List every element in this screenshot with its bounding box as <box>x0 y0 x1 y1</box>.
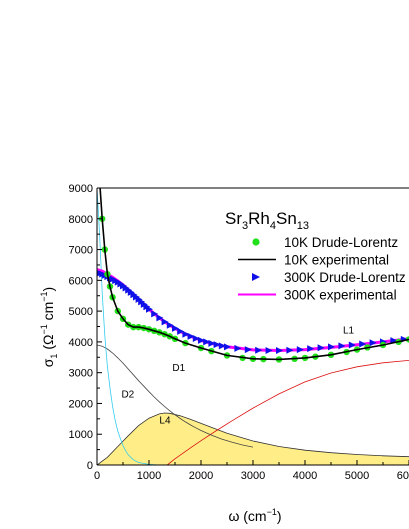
x-tick-label: 5000 <box>345 470 369 482</box>
series-300k-drude-lorentz-point <box>328 343 335 351</box>
series-300k-drude-lorentz-point <box>348 341 356 349</box>
y-tick-label: 6000 <box>69 275 93 287</box>
series-300k-drude-lorentz-point <box>198 336 205 344</box>
series-d1-line <box>97 344 254 448</box>
series-10k-experimental-line <box>99 188 409 361</box>
y-axis-title: σ1 (Ω−1 cm−1) <box>39 287 59 367</box>
series-300k-drude-lorentz-point <box>338 342 346 350</box>
series-300k-drude-lorentz-point <box>203 338 211 346</box>
x-tick-label: 1000 <box>137 470 161 482</box>
svg-text:σ1 (Ω−1 cm−1): σ1 (Ω−1 cm−1) <box>39 287 59 367</box>
x-tick-label: 0 <box>94 470 100 482</box>
series-l1-line <box>166 360 409 466</box>
legend: 10K Drude-Lorentz 10K experimental 300K Dr… <box>238 235 406 303</box>
legend-entry-10k-experimental: 10K experimental <box>238 253 389 268</box>
series-300k-drude-lorentz-point <box>192 335 200 343</box>
series-300k-drude-lorentz-point <box>177 327 185 335</box>
curve-label-l4: L4 <box>159 415 171 426</box>
x-axis-title: ω (cm−1) <box>228 507 281 524</box>
series-300k-drude-lorentz-point <box>172 324 179 332</box>
y-tick-label: 4000 <box>69 337 93 349</box>
y-tick-label: 3000 <box>69 368 93 380</box>
curves-layer <box>97 188 409 466</box>
curve-label-d1: D1 <box>172 363 185 374</box>
series-300k-drude-lorentz-point <box>265 347 273 355</box>
chart-title: Sr3Rh4Sn13 <box>225 209 309 232</box>
series-l4-fill <box>97 413 409 465</box>
series-300k-drude-lorentz-point <box>317 344 325 352</box>
series-300k-drude-lorentz-point <box>369 339 377 347</box>
x-tick-label: 6000 <box>397 470 409 482</box>
legend-label: 10K experimental <box>284 253 389 268</box>
series-300k-drude-lorentz-point <box>286 346 294 354</box>
series-300k-drude-lorentz-point <box>146 305 153 313</box>
y-tick-label: 1000 <box>69 429 93 441</box>
y-tick-label: 9000 <box>69 183 93 195</box>
series-300k-drude-lorentz-point <box>182 330 190 338</box>
series-300k-drude-lorentz-point <box>187 332 195 340</box>
series-d2-line <box>97 188 160 466</box>
series-300k-drude-lorentz-point <box>307 345 315 353</box>
series-300k-drude-lorentz-point <box>213 341 221 349</box>
curve-label-l1: L1 <box>343 326 355 337</box>
series-300k-drude-lorentz-point <box>276 347 283 355</box>
y-tick-label: 7000 <box>69 245 93 257</box>
series-300k-drude-lorentz-point <box>166 321 174 329</box>
series-300k-drude-lorentz-point <box>234 344 242 352</box>
series-300k-drude-lorentz-point <box>296 346 304 354</box>
legend-entry-300k-experimental: 300K experimental <box>238 288 397 303</box>
y-tick-label: 8000 <box>69 214 93 226</box>
y-tick-label: 0 <box>87 460 93 472</box>
legend-marker-circle <box>252 238 260 246</box>
legend-entry-300k-drude-lorentz: 300K Drude-Lorentz <box>252 270 406 285</box>
axes: 0 1000 2000 3000 4000 5000 6000 7000 8000 9000 0 10… <box>69 183 409 482</box>
curve-label-d2: D2 <box>121 389 134 400</box>
series-l4-line <box>97 412 409 466</box>
y-tick-label: 5000 <box>69 306 93 318</box>
curve-labels: D2 D1 L4 L1 <box>121 326 354 427</box>
series-300k-drude-lorentz-point <box>218 342 226 350</box>
x-tick-label: 2000 <box>189 470 213 482</box>
x-tick-label: 4000 <box>293 470 317 482</box>
legend-entry-10k-drude-lorentz: 10K Drude-Lorentz <box>252 235 398 250</box>
legend-label: 300K experimental <box>284 288 397 303</box>
svg-text:Sr3Rh4Sn13: Sr3Rh4Sn13 <box>225 209 309 232</box>
y-tick-label: 2000 <box>69 398 93 410</box>
x-tick-label: 3000 <box>241 470 265 482</box>
series-300k-drude-lorentz-point <box>161 318 169 326</box>
legend-label: 300K Drude-Lorentz <box>284 270 406 285</box>
series-300k-drude-lorentz-point <box>156 314 164 322</box>
legend-marker-triangle <box>252 273 260 281</box>
series-300k-drude-lorentz-point <box>255 346 263 354</box>
legend-label: 10K Drude-Lorentz <box>284 235 398 250</box>
series-300k-drude-lorentz-point <box>224 343 231 351</box>
svg-text:ω (cm−1): ω (cm−1) <box>228 507 281 524</box>
series-300k-drude-lorentz-point <box>244 346 252 354</box>
series-300k-drude-lorentz-point <box>208 339 216 347</box>
series-300k-drude-lorentz-point <box>151 310 159 318</box>
series-300k-drude-lorentz-point <box>359 340 367 348</box>
